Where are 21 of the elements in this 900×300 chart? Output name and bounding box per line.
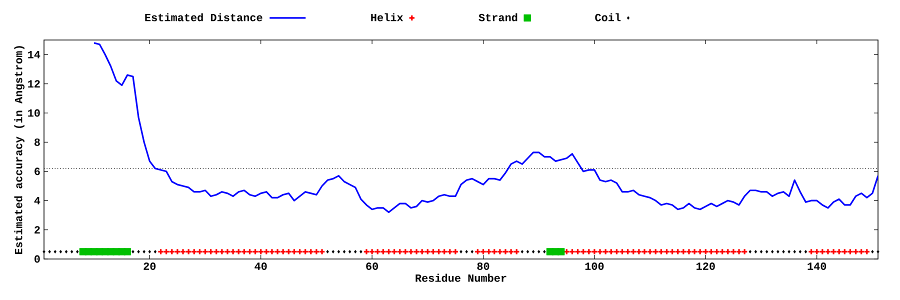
legend-label: Helix	[371, 13, 404, 22]
x-tick-label: 140	[808, 262, 826, 270]
legend-label: Strand	[478, 13, 518, 22]
y-tick-label: 4	[34, 196, 40, 204]
x-tick-label: 80	[477, 262, 490, 270]
x-axis-title: Residue Number	[416, 274, 506, 282]
x-tick-label: 120	[696, 262, 715, 270]
legend-label: Coil	[595, 13, 621, 22]
x-tick-label: 100	[585, 262, 604, 270]
y-tick-label: 0	[34, 255, 40, 263]
x-tick-label: 40	[254, 262, 267, 270]
y-tick-label: 8	[34, 138, 40, 146]
x-tick-label: 60	[366, 262, 378, 270]
y-tick-label: 2	[34, 226, 40, 234]
legend-label: Estimated Distance	[145, 13, 262, 22]
y-tick-label: 14	[28, 50, 40, 58]
y-tick-label: 6	[34, 168, 40, 176]
y-tick-label: 10	[28, 109, 40, 117]
x-tick-label: 20	[144, 262, 156, 270]
y-tick-label: 12	[28, 80, 40, 88]
y-axis-title: Estimated accuracy (in Angstrom)	[14, 46, 24, 254]
